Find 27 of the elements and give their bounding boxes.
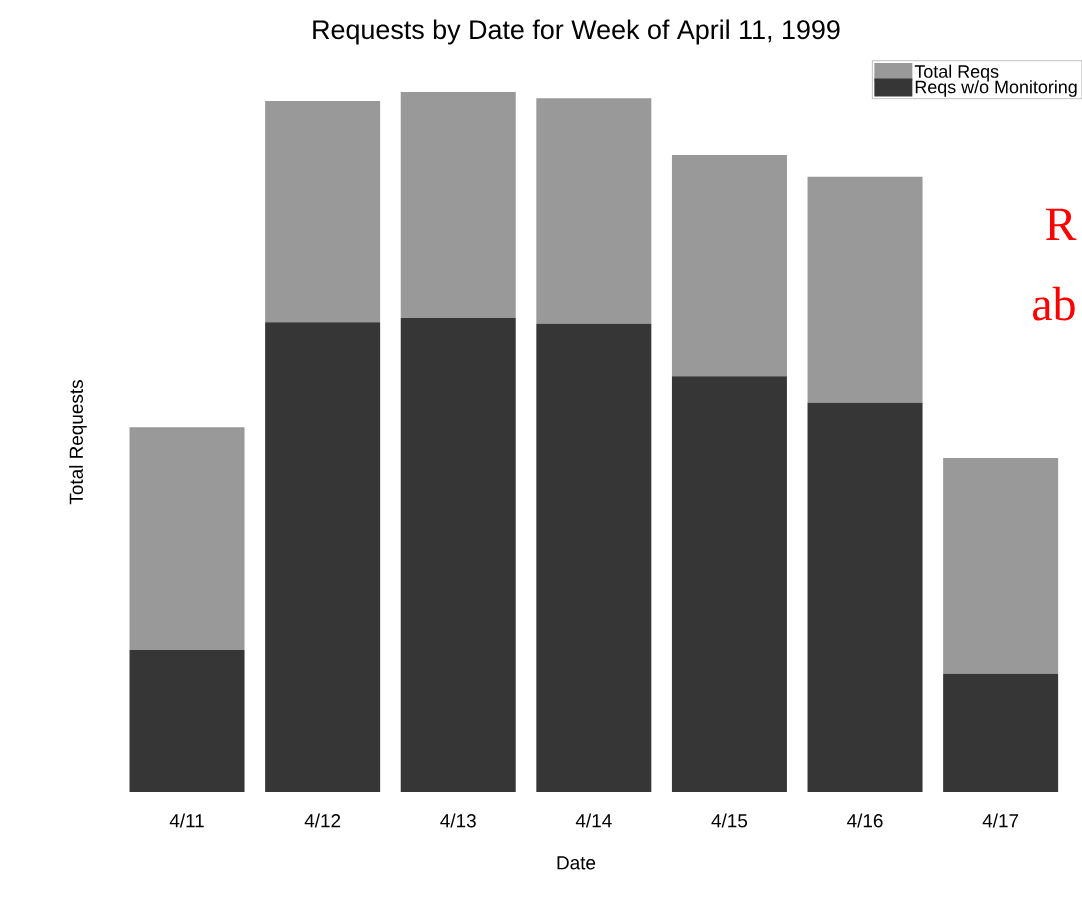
chart-title: Requests by Date for Week of April 11, 1999 [313,19,840,45]
bar [400,91,516,319]
bar [671,154,787,377]
bar [807,176,923,403]
annotation: R [1045,208,1077,240]
bar [671,376,787,792]
bar [536,323,652,792]
bar [536,98,652,324]
y-axis-title: Total Requests [69,380,87,505]
bar [129,427,245,650]
bar [129,649,245,792]
x-tick-label: 4/17 [982,813,1019,828]
bar [265,322,381,792]
x-tick-label: 4/12 [304,813,341,828]
x-axis-title: Date [557,856,596,870]
annotation: ab [1033,286,1075,321]
x-tick-label: 4/14 [575,813,612,828]
bar [943,458,1059,674]
x-tick-label: 4/11 [169,813,204,828]
x-tick-label: 4/16 [847,813,883,828]
bar [265,101,381,323]
bar [807,402,923,792]
legend-label: Reqs w/o Monitoring [915,80,1077,97]
bar [400,318,516,792]
bar [943,673,1059,792]
x-tick-label: 4/15 [711,813,748,828]
x-tick-label: 4/13 [440,813,476,828]
